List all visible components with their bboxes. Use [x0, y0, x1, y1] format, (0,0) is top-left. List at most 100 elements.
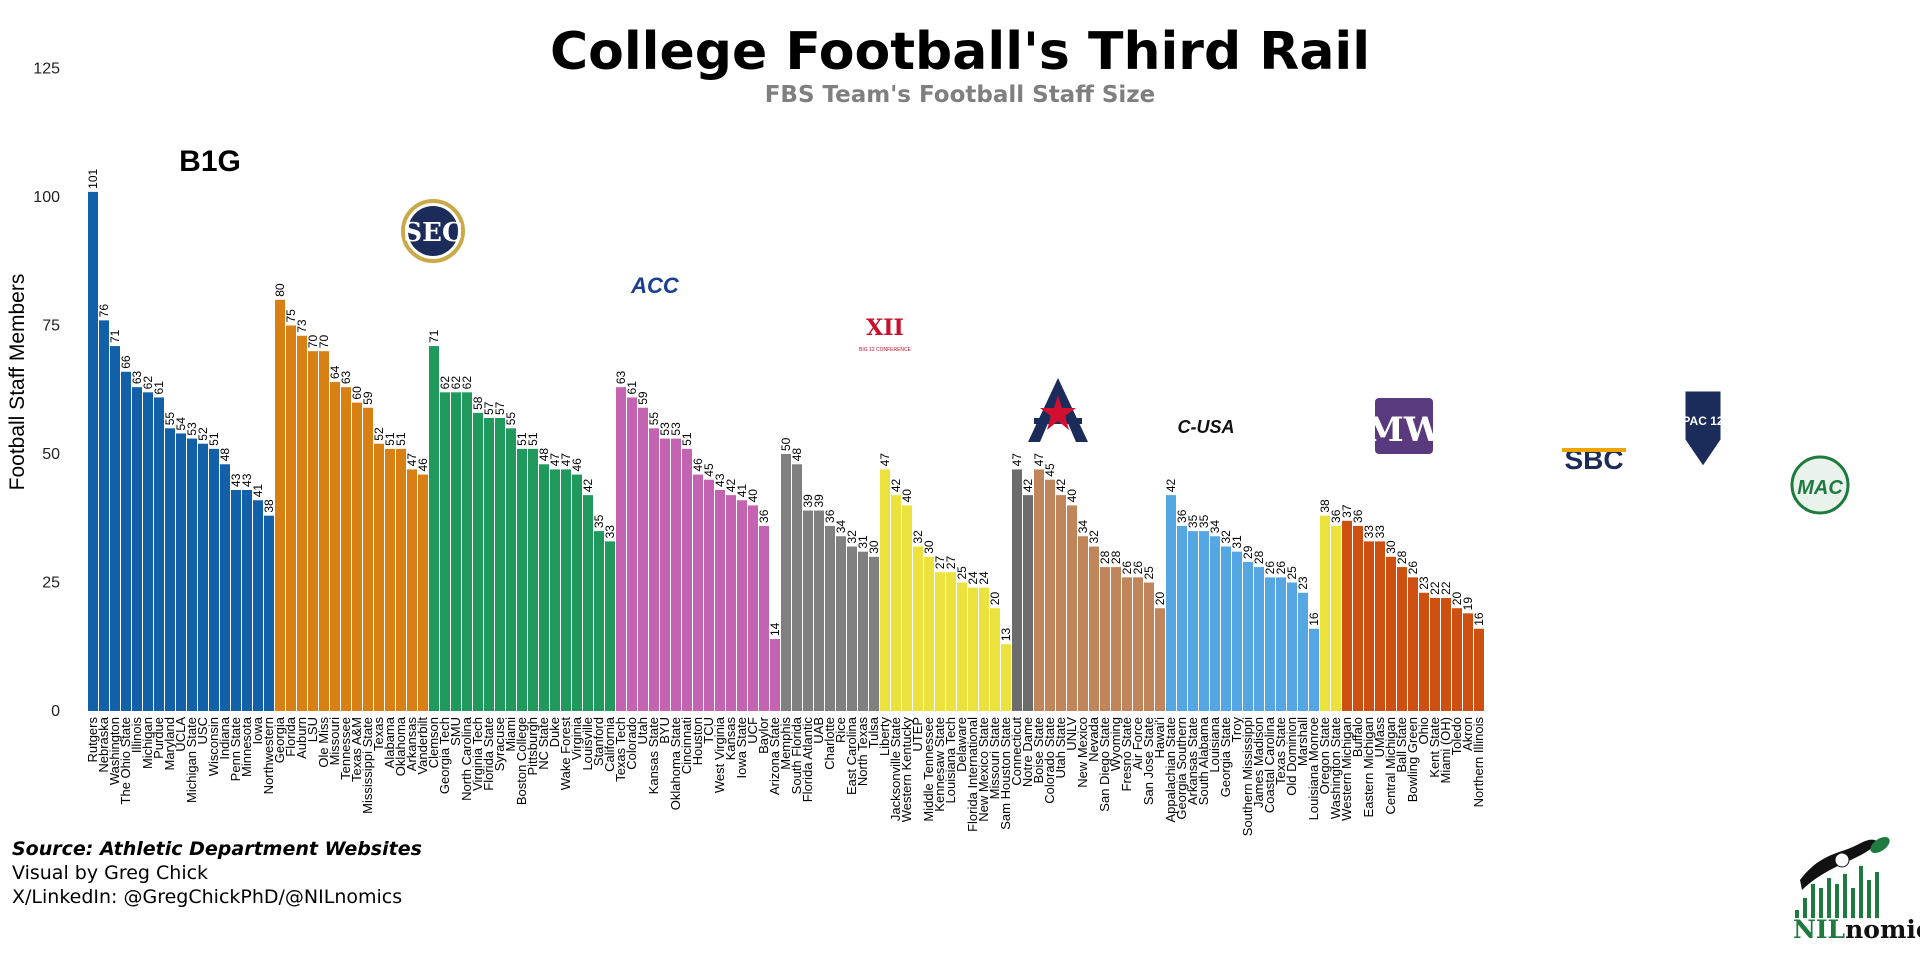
x-tick-label: Oklahoma	[393, 716, 408, 776]
bar-value-label: 39	[812, 494, 826, 508]
bar	[869, 556, 879, 711]
acc-logo-text: ACC	[630, 273, 680, 298]
big-ten-logo-text: B1G	[179, 145, 241, 178]
bar	[737, 500, 747, 711]
bar-value-label: 32	[911, 530, 925, 544]
cusa-logo: C-USA	[1178, 417, 1235, 437]
value-labels: 1017671666362615554535251484343413880757…	[86, 169, 1486, 642]
bar	[1089, 546, 1099, 711]
bar-value-label: 27	[933, 556, 947, 570]
bar-value-label: 31	[1230, 535, 1244, 549]
bar-value-label: 101	[86, 169, 100, 189]
bar-value-label: 39	[801, 494, 815, 508]
bar-value-label: 36	[1351, 509, 1365, 523]
bar-value-label: 51	[383, 432, 397, 446]
x-tick-label: Tulsa	[866, 716, 881, 748]
bar	[1023, 495, 1033, 711]
sec-logo-text: SEC	[403, 218, 462, 248]
x-tick-label: Pittsburgh	[525, 717, 540, 776]
x-tick-label: Northern Illinois	[1471, 717, 1486, 808]
y-tick-label: 25	[42, 575, 60, 592]
bar	[473, 412, 483, 711]
x-tick-label: USC	[195, 717, 210, 744]
bar-value-label: 60	[350, 386, 364, 400]
bar-value-label: 61	[152, 381, 166, 395]
x-tick-label: Houston	[690, 717, 705, 765]
acc-logo: ACC	[630, 273, 680, 298]
x-tick-label: Delaware	[954, 717, 969, 772]
mountain-west-logo-text: MW	[1366, 410, 1443, 450]
bar-value-label: 13	[999, 628, 1013, 642]
bar-value-label: 30	[922, 540, 936, 554]
x-tick-label: Air Force	[1130, 717, 1145, 770]
x-tick-label: BYU	[657, 717, 672, 744]
x-tick-label: North Texas	[855, 717, 870, 787]
bar	[561, 469, 571, 711]
x-tick-label: Fresno State	[1119, 717, 1134, 791]
bar	[110, 346, 120, 711]
bar	[517, 448, 527, 711]
bar-value-label: 62	[141, 376, 155, 390]
bar-value-label: 55	[647, 412, 661, 426]
bar	[495, 418, 505, 711]
bar-value-label: 38	[262, 499, 276, 513]
bar-value-label: 33	[1362, 525, 1376, 539]
x-tick-label: Florida International	[965, 717, 980, 832]
x-tick-label: James Madison	[1251, 717, 1266, 808]
bar	[1265, 577, 1275, 711]
x-tick-label: Illinois	[129, 717, 144, 754]
bar	[253, 500, 263, 711]
x-tick-label: Ball State	[1394, 717, 1409, 773]
bar	[1243, 561, 1253, 711]
x-tick-label: Southern Mississippi	[1240, 717, 1255, 836]
bar	[341, 387, 351, 711]
bar	[374, 443, 384, 711]
bar	[407, 469, 417, 711]
bar	[583, 495, 593, 711]
bar	[385, 448, 395, 711]
bar	[792, 464, 802, 711]
bar	[1441, 597, 1451, 711]
x-tick-label: Syracuse	[492, 717, 507, 771]
bar-value-label: 16	[1472, 612, 1486, 626]
bar-value-label: 28	[1098, 550, 1112, 564]
x-tick-label: Florida	[283, 716, 298, 757]
bar-value-label: 36	[823, 509, 837, 523]
x-tick-label: Texas State	[1273, 717, 1288, 785]
bar-value-label: 26	[1274, 561, 1288, 575]
x-tick-label: Oregon State	[1317, 717, 1332, 794]
bar	[1287, 582, 1297, 711]
x-tick-label: Nebraska	[96, 716, 111, 772]
bar-value-label: 71	[427, 329, 441, 343]
bar-value-label: 71	[108, 329, 122, 343]
x-tick-label: Memphis	[778, 717, 793, 770]
x-tick-label: Boise State	[1031, 717, 1046, 784]
bar-value-label: 48	[537, 448, 551, 462]
x-tick-label: Texas Tech	[613, 717, 628, 782]
x-tick-label: Middle Tennessee	[921, 717, 936, 822]
bar-value-label: 51	[394, 432, 408, 446]
bar-value-label: 45	[1043, 463, 1057, 477]
bar-value-label: 80	[273, 283, 287, 297]
bar	[440, 392, 450, 711]
x-tick-label: Florida State	[481, 717, 496, 791]
bar	[847, 546, 857, 711]
chart-subtitle: FBS Team's Football Staff Size	[764, 82, 1156, 108]
x-tick-label: Missouri	[327, 717, 342, 766]
bar	[1078, 536, 1088, 711]
bar-value-label: 53	[658, 422, 672, 436]
bar	[627, 397, 637, 711]
bar-value-label: 42	[1164, 478, 1178, 492]
x-tick-label: Troy	[1229, 717, 1244, 743]
x-tick-label: Alabama	[382, 716, 397, 768]
bar-value-label: 52	[196, 427, 210, 441]
bar	[1144, 582, 1154, 711]
bar-value-label: 30	[1384, 540, 1398, 554]
bar	[1342, 520, 1352, 711]
y-tick-label: 50	[42, 446, 60, 463]
bar-value-label: 53	[185, 422, 199, 436]
bar-value-label: 26	[1406, 561, 1420, 575]
x-tick-label: Iowa State	[734, 717, 749, 778]
bar-value-label: 62	[449, 376, 463, 390]
x-tick-label: Mississippi State	[360, 717, 375, 814]
